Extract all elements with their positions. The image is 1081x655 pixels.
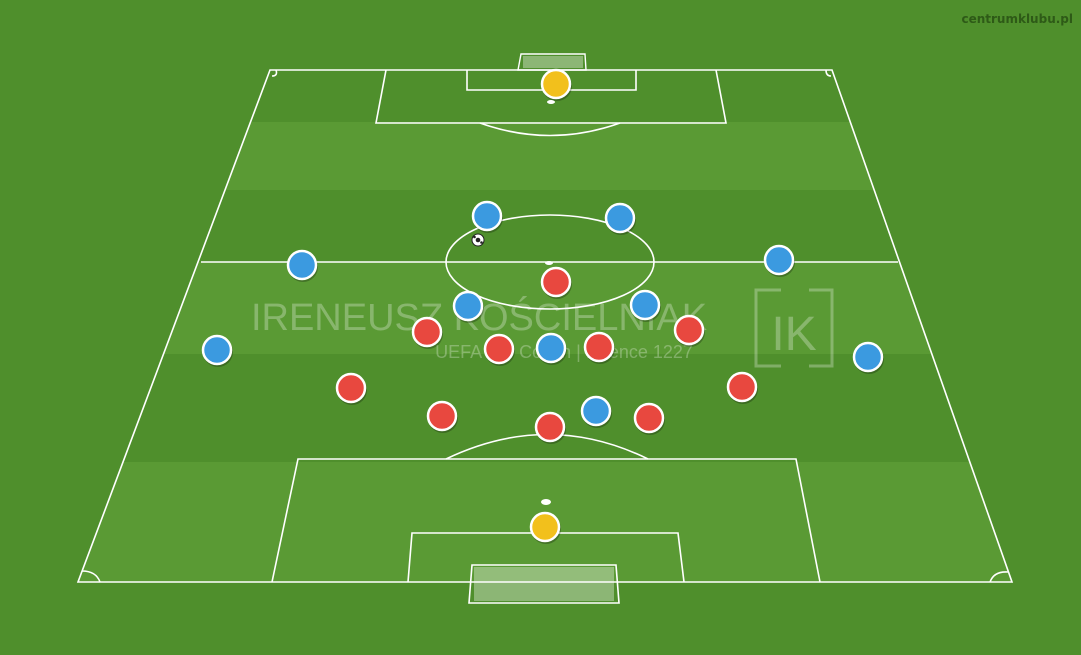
top-penalty-spot [547, 100, 555, 104]
red-player-10[interactable] [633, 402, 665, 435]
blue-player-1[interactable] [471, 200, 503, 233]
blue-player-3[interactable] [286, 249, 318, 282]
blue-player-5[interactable] [452, 290, 484, 323]
goalkeeper-1[interactable] [540, 68, 572, 101]
red-player-6[interactable] [335, 372, 367, 405]
center-circle [445, 214, 655, 310]
red-player-3[interactable] [483, 333, 515, 366]
red-player-9[interactable] [534, 411, 566, 444]
pitch-spots [541, 100, 555, 505]
watermark-logo: IK [754, 288, 834, 368]
top-penalty-area [375, 69, 727, 124]
top-goal [517, 53, 587, 71]
red-player-4[interactable] [583, 331, 615, 364]
blue-player-6[interactable] [629, 289, 661, 322]
red-player-1[interactable] [540, 266, 572, 299]
goalkeeper-2[interactable] [529, 511, 561, 544]
corner-arc-bottom-left [81, 570, 101, 583]
red-player-5[interactable] [673, 314, 705, 347]
center-spot [545, 261, 553, 265]
red-player-8[interactable] [426, 400, 458, 433]
corner-arc-bottom-right [989, 571, 1009, 583]
football-ball[interactable] [471, 233, 485, 247]
blue-player-2[interactable] [604, 202, 636, 235]
bottom-goal [468, 564, 620, 604]
corner-arc-top-left [271, 69, 278, 77]
corner-arc-top-right [825, 69, 832, 77]
blue-player-4[interactable] [763, 244, 795, 277]
bottom-penalty-spot [541, 499, 551, 505]
touchline-boundary [76, 69, 1014, 583]
blue-player-10[interactable] [580, 395, 612, 428]
goal-nets [474, 56, 614, 601]
blue-player-8[interactable] [535, 332, 567, 365]
bottom-penalty-area [271, 458, 821, 583]
red-player-7[interactable] [726, 371, 758, 404]
site-credit[interactable]: centrumklubu.pl [961, 12, 1073, 26]
players-layer [201, 68, 884, 544]
blue-player-9[interactable] [852, 341, 884, 374]
watermark-logo-letters: IK [771, 308, 816, 361]
ball-layer [471, 233, 485, 247]
red-player-2[interactable] [411, 316, 443, 349]
blue-player-7[interactable] [201, 334, 233, 367]
top-penalty-arc [479, 122, 621, 137]
